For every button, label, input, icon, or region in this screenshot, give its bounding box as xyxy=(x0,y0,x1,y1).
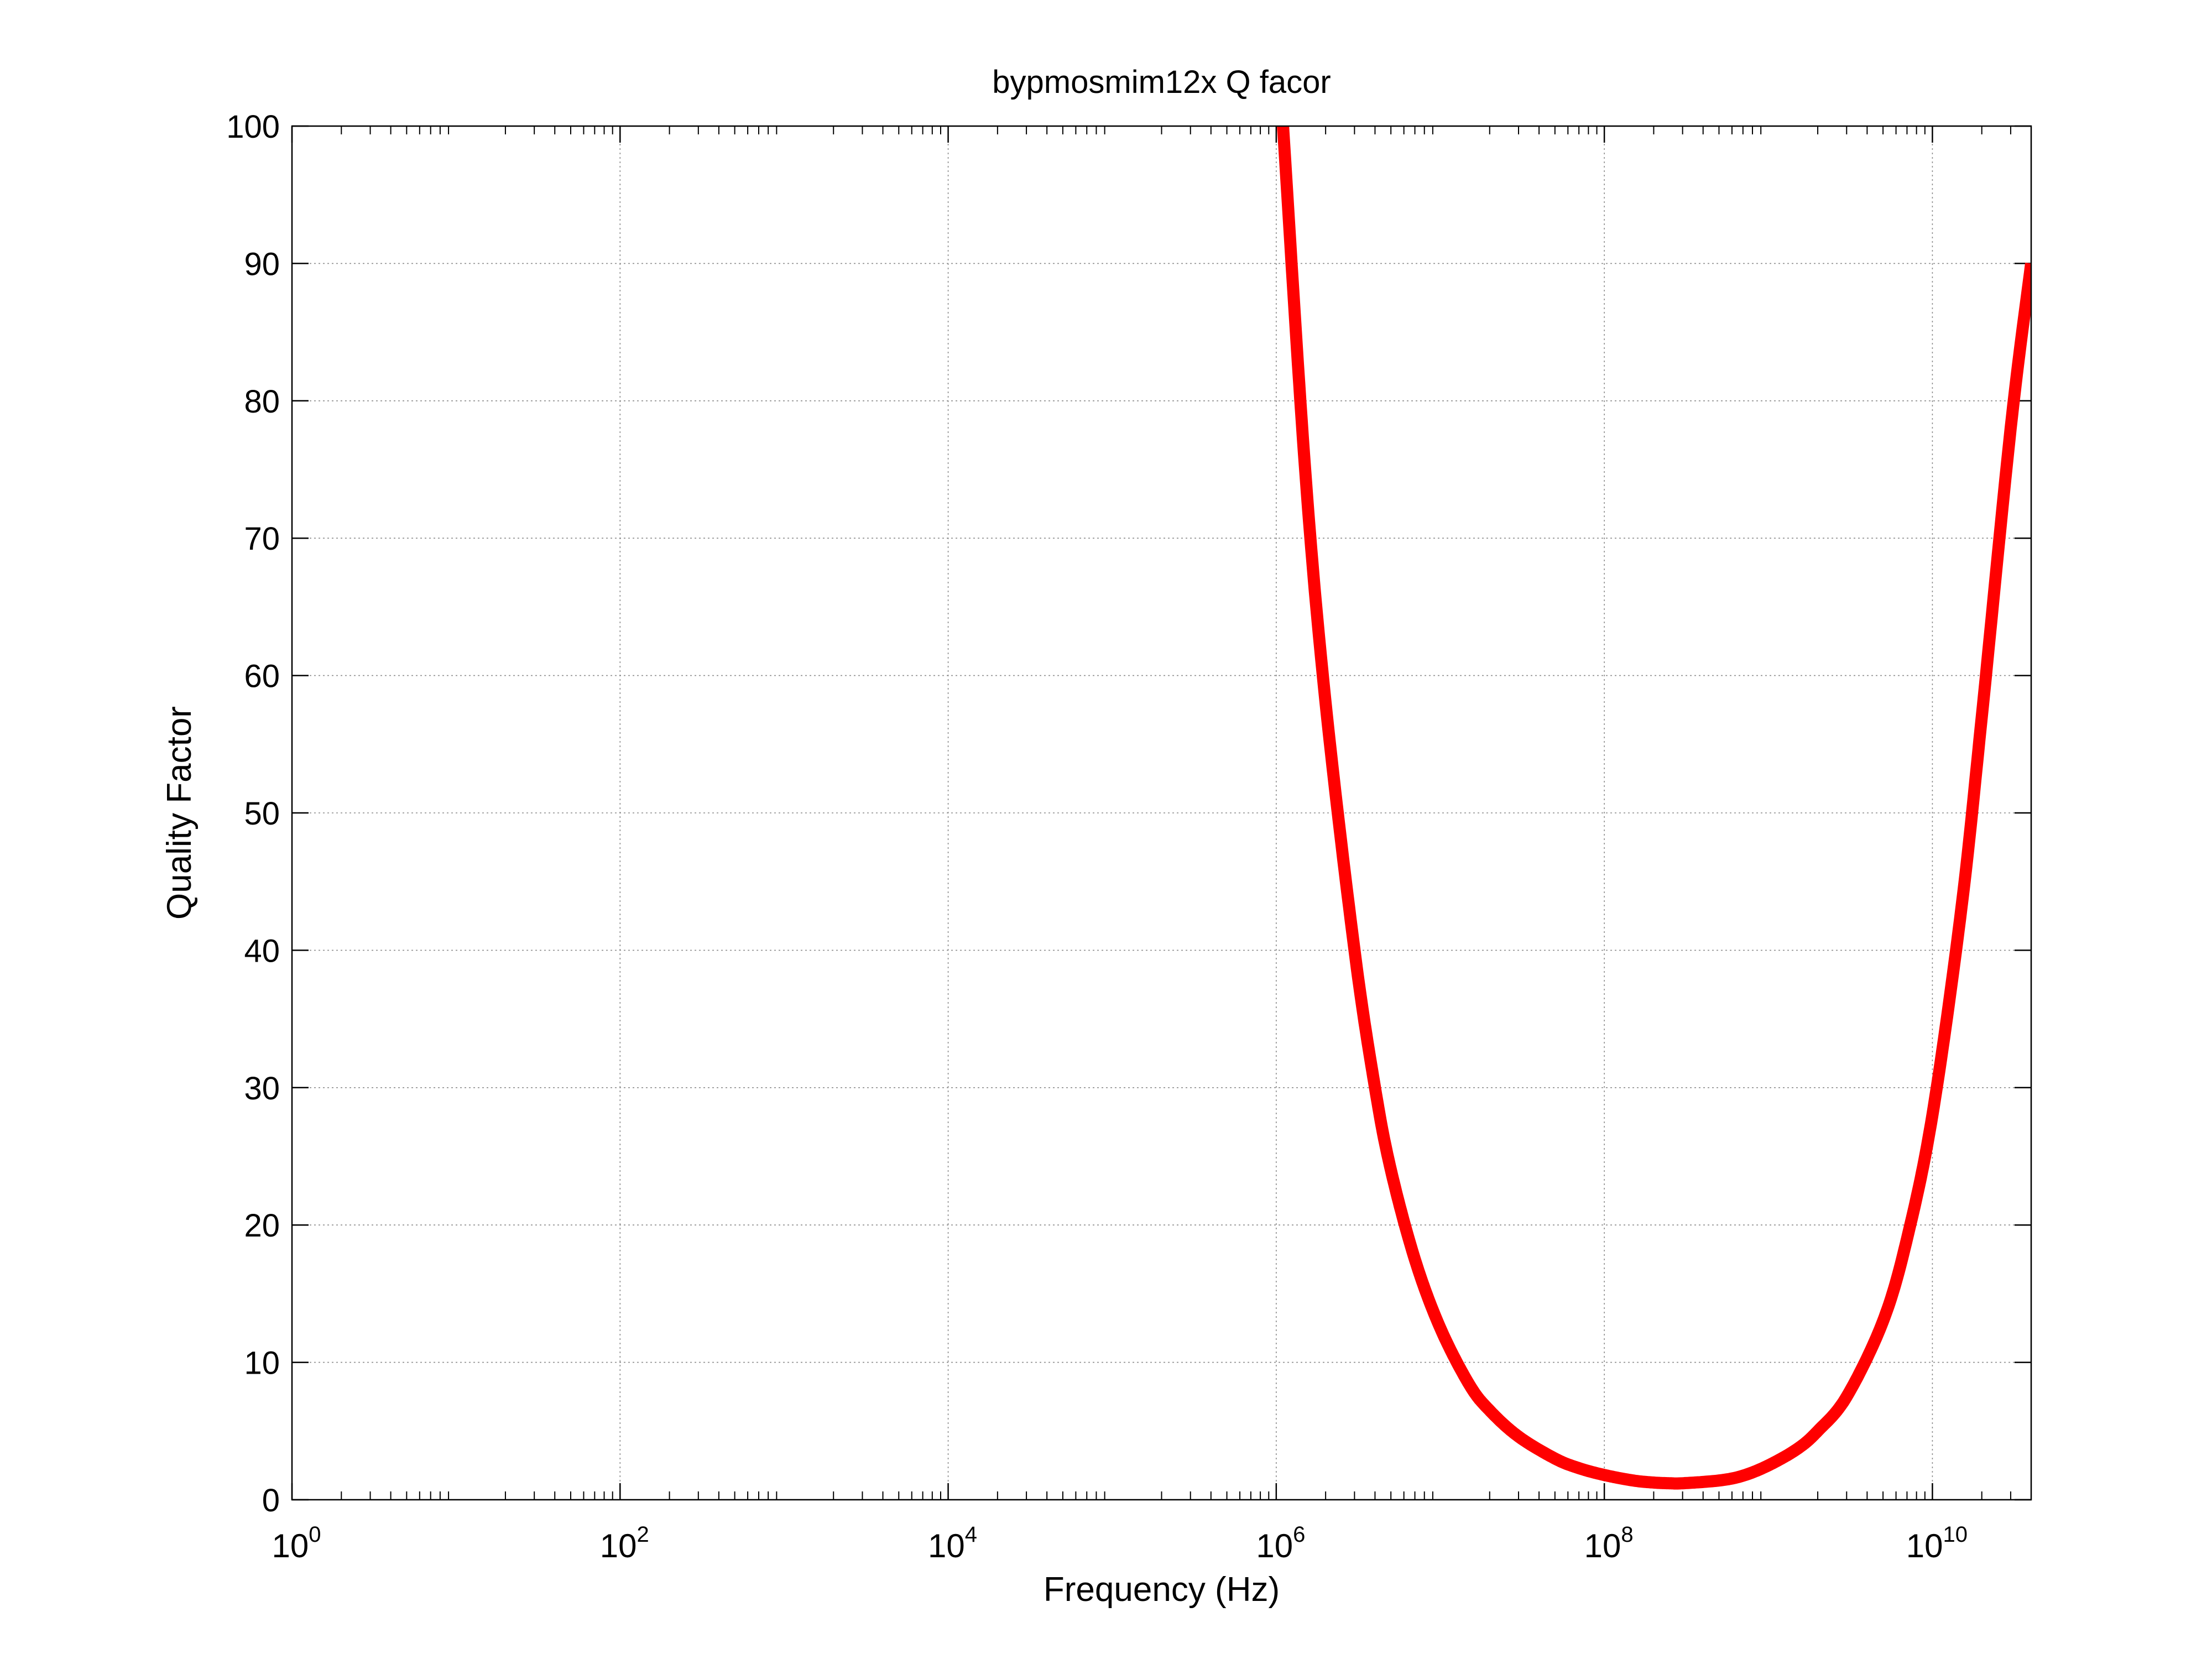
grid xyxy=(292,126,2031,1500)
chart-title: bypmosmim12x Q facor xyxy=(992,64,1331,100)
y-tick-label: 0 xyxy=(262,1483,280,1519)
x-tick-label: 1010 xyxy=(1906,1522,1968,1564)
y-tick-label: 100 xyxy=(226,109,280,145)
y-tick-label: 90 xyxy=(244,246,280,282)
x-tick-label: 100 xyxy=(272,1522,321,1564)
x-tick-label: 106 xyxy=(1256,1522,1305,1564)
y-tick-label: 70 xyxy=(244,521,280,557)
x-axis-label: Frequency (Hz) xyxy=(1044,1571,1280,1609)
x-tick-label: 102 xyxy=(600,1522,649,1564)
y-tick-label: 50 xyxy=(244,796,280,832)
plot-frame xyxy=(291,125,2032,1501)
tick-labels: 0 10 20 30 40 50 60 70 80 90 100 100 102 104 106 108 101… xyxy=(226,109,1968,1564)
y-tick-label: 30 xyxy=(244,1071,280,1107)
y-tick-label: 40 xyxy=(244,933,280,969)
series-line-0 xyxy=(1277,126,2031,1490)
plot-area xyxy=(292,126,2031,1500)
x-tick-label: 104 xyxy=(928,1522,977,1564)
x-tick-label: 108 xyxy=(1584,1522,1634,1564)
y-tick-label: 10 xyxy=(244,1345,280,1381)
series-layer xyxy=(1277,126,2031,1490)
y-tick-label: 80 xyxy=(244,384,280,420)
y-tick-label: 60 xyxy=(244,659,280,695)
y-tick-label: 20 xyxy=(244,1208,280,1244)
y-axis-label: Quality Factor xyxy=(160,706,199,920)
axis-ticks xyxy=(291,125,2032,1501)
